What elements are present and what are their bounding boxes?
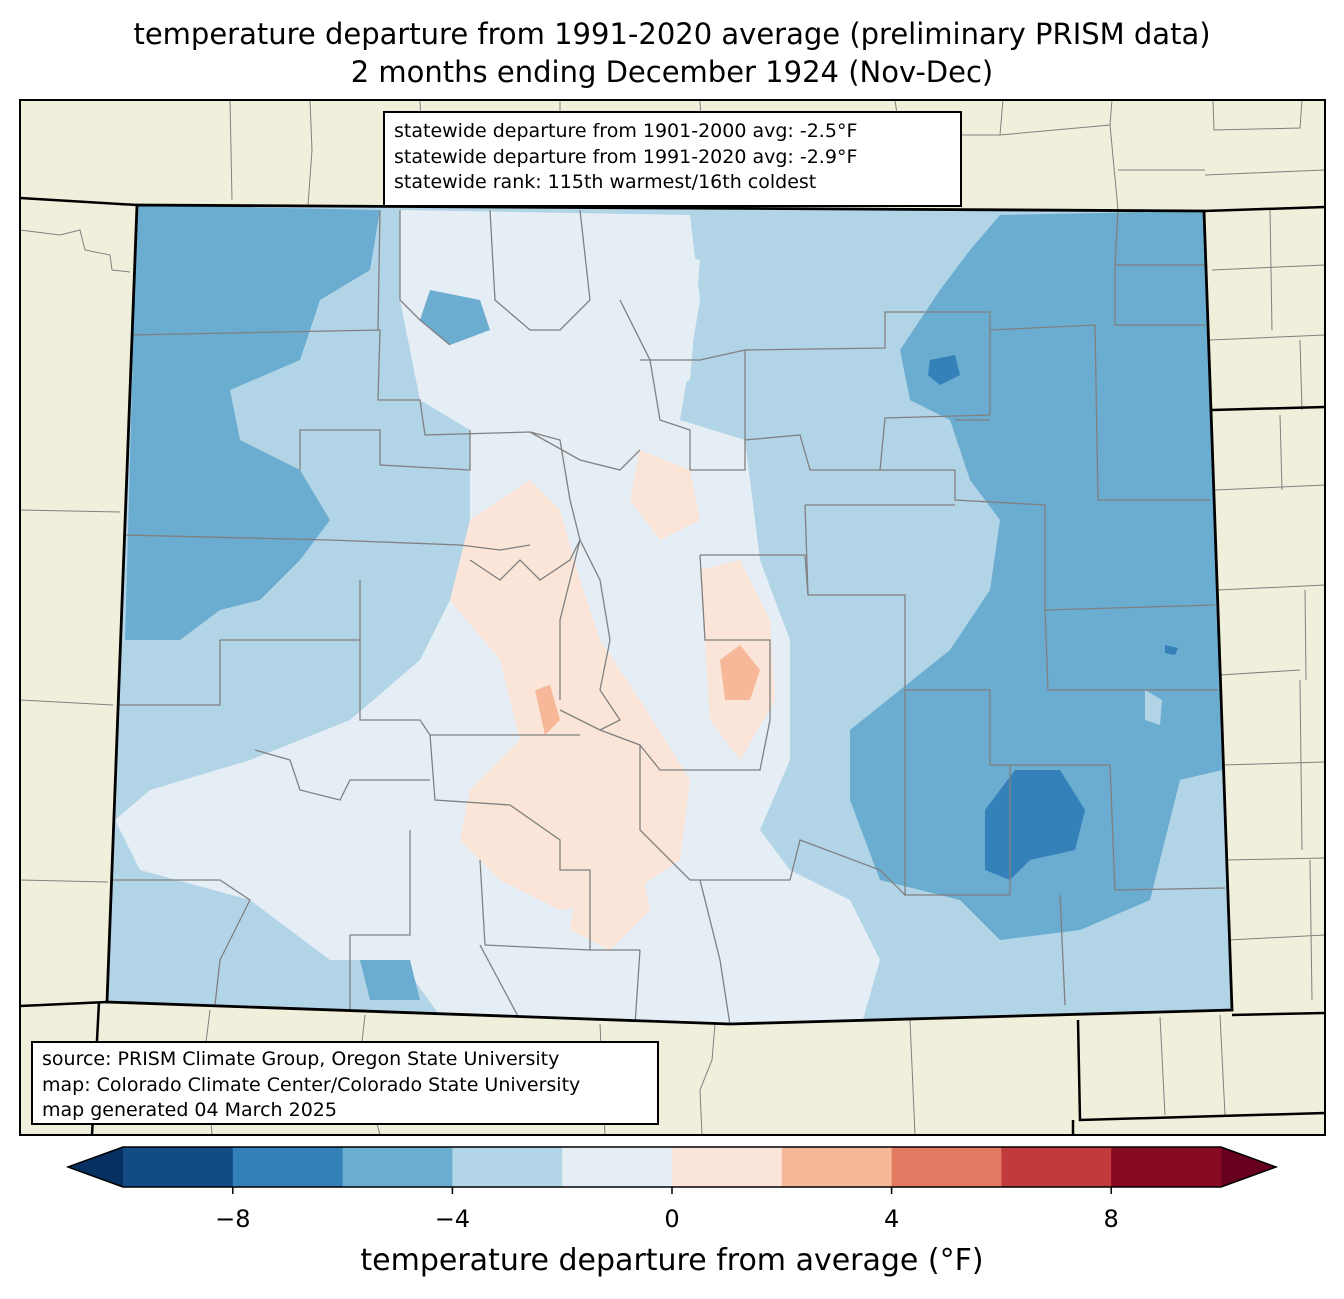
colorado-county-lines: [108, 209, 1226, 1024]
statewide-stats-box: statewide departure from 1901-2000 avg: …: [383, 111, 962, 207]
credits-box: source: PRISM Climate Group, Oregon Stat…: [31, 1041, 659, 1125]
credits-map: map: Colorado Climate Center/Colorado St…: [42, 1073, 581, 1096]
colorbar-tick-label: 4: [883, 1205, 900, 1233]
map-title-line2: 2 months ending December 1924 (Nov-Dec): [350, 55, 994, 89]
colorbar-outline: [65, 1146, 1279, 1188]
map-frame: [19, 99, 1326, 1136]
credits-generated: map generated 04 March 2025: [42, 1099, 337, 1121]
colorbar-bin-4: [562, 1147, 673, 1187]
stats-departure-1901-2000: statewide departure from 1901-2000 avg: …: [394, 120, 858, 142]
map-title-line1: temperature departure from 1991-2020 ave…: [133, 17, 1211, 51]
colorbar-bin-8: [1001, 1147, 1112, 1187]
colorbar-tick-label: −4: [434, 1205, 471, 1233]
colorbar-bin-2: [342, 1147, 453, 1187]
colorbar-bin-9: [1111, 1147, 1222, 1187]
colorbar-label: temperature departure from average (°F): [360, 1243, 984, 1278]
colorbar-bin-0: [123, 1147, 234, 1187]
stats-departure-1991-2020: statewide departure from 1991-2020 avg: …: [394, 145, 858, 168]
colorbar-tick-label: −8: [215, 1205, 251, 1233]
colorbar-bin-6: [781, 1147, 893, 1187]
colorado-border: [105, 203, 1234, 1026]
colorbar-bin-1: [232, 1147, 344, 1187]
colorbar: [65, 1146, 1279, 1194]
colorbar-bin-3: [452, 1147, 563, 1187]
colorbar-bin-5: [672, 1147, 783, 1187]
colorbar-bin-7: [891, 1147, 1002, 1187]
credits-source: source: PRISM Climate Group, Oregon Stat…: [42, 1048, 560, 1070]
colorbar-under-extension: [68, 1147, 123, 1187]
colorbar-tick-label: 0: [664, 1205, 680, 1233]
temperature-field: [107, 205, 1232, 1024]
stats-rank: statewide rank: 115th warmest/16th colde…: [394, 171, 817, 193]
colorbar-over-extension: [1221, 1147, 1276, 1187]
colorbar-tick-label: 8: [1103, 1205, 1119, 1233]
